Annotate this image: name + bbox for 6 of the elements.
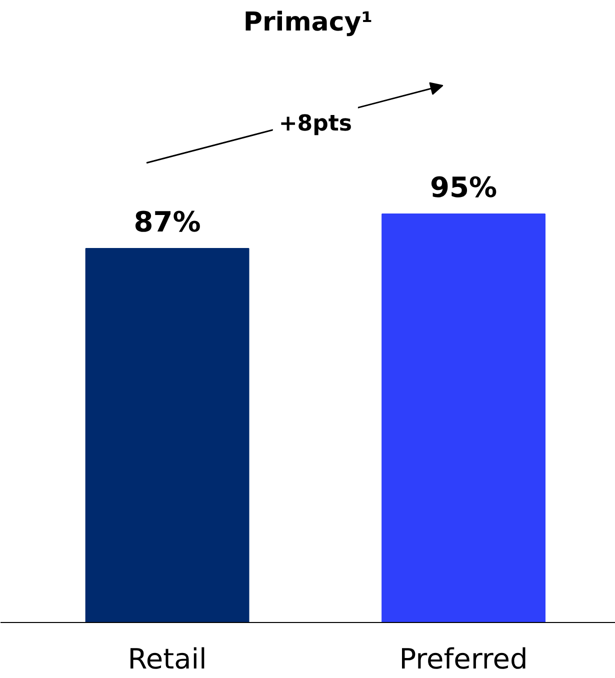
data-label: 87% [134, 205, 201, 238]
x-tick-label: Retail [128, 642, 207, 676]
chart-title: Primacy¹ [243, 8, 373, 38]
data-label: 95% [430, 171, 498, 204]
text: +8pts [278, 112, 352, 137]
x-tick-label: Preferred [399, 642, 528, 676]
